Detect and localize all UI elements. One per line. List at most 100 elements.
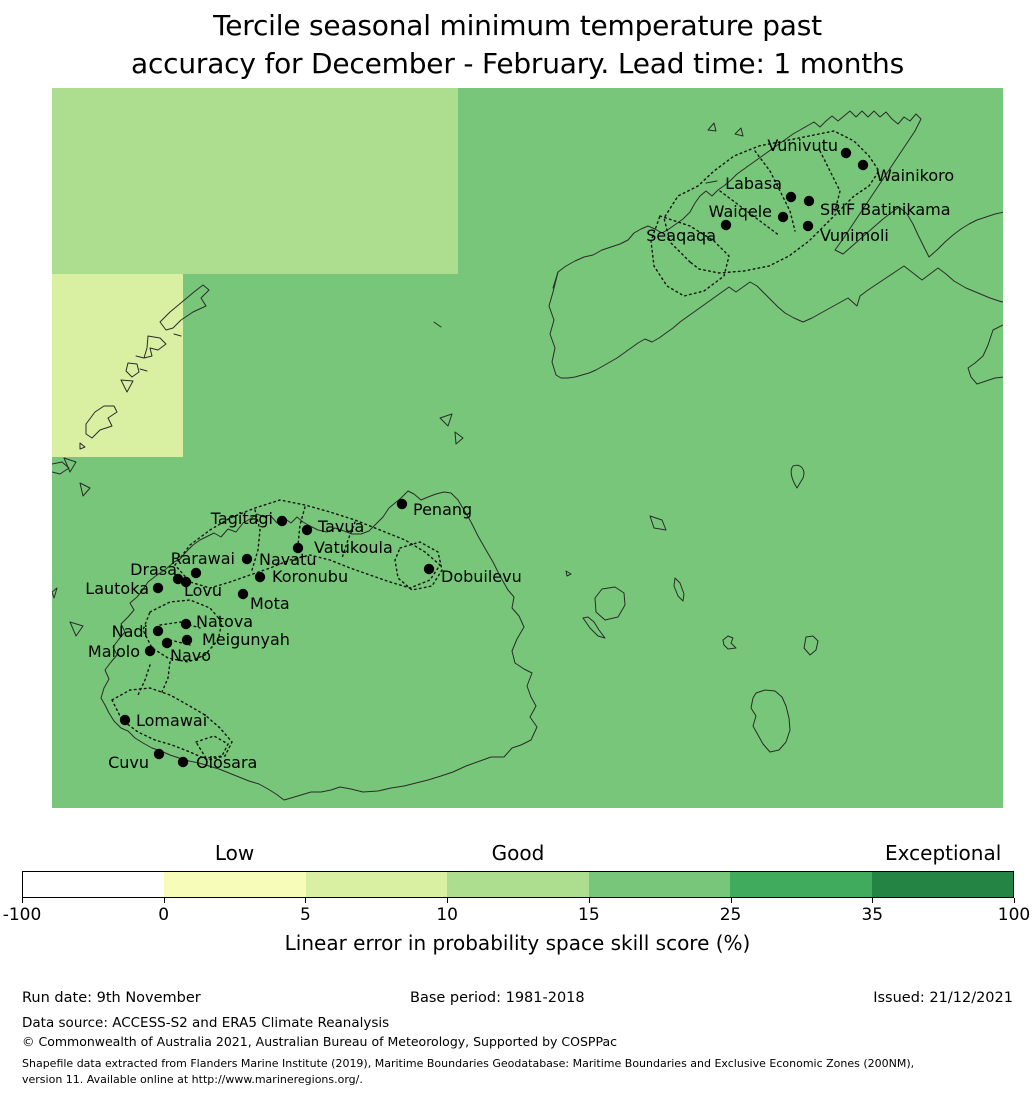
town-label: Navatu <box>259 550 316 569</box>
data-source-text: Data source: ACCESS-S2 and ERA5 Climate … <box>22 1015 390 1031</box>
town-dot <box>254 571 266 583</box>
town-label: Meigunyah <box>202 630 290 649</box>
title-line-1: Tercile seasonal minimum temperature pas… <box>213 9 822 42</box>
run-date-text: Run date: 9th November <box>22 990 201 1006</box>
shapefile-note-line-1: Shapefile data extracted from Flanders M… <box>22 1057 915 1070</box>
colorbar-tick-label: 35 <box>861 905 884 925</box>
town-dot <box>292 542 304 554</box>
islet-yasawa <box>135 355 145 359</box>
town-label: Navo <box>170 646 211 665</box>
district-boundary <box>341 521 356 559</box>
town-dot <box>857 159 869 171</box>
colorbar-track <box>22 871 1014 898</box>
skill-cell-west <box>52 274 183 457</box>
colorbar-tick-label: 5 <box>300 905 311 925</box>
figure-title: Tercile seasonal minimum temperature pas… <box>0 7 1035 83</box>
town-dot <box>803 195 815 207</box>
islet <box>790 464 805 489</box>
colorbar-tick-label: 0 <box>158 905 170 925</box>
town-dot <box>152 582 164 594</box>
district-boundary <box>754 150 796 232</box>
town-label: Waiqele <box>709 202 772 221</box>
town-label: Dobuilevu <box>441 567 522 586</box>
district-boundary <box>394 541 443 591</box>
town-label: Lautoka <box>85 579 149 598</box>
colorbar-segment <box>588 872 731 897</box>
islet-yasawa <box>143 335 167 359</box>
islet <box>439 413 453 427</box>
colorbar-tick-mark <box>22 898 23 903</box>
colorbar-tick-mark <box>730 898 732 903</box>
islet-yasawa <box>79 442 86 450</box>
town-label: Penang <box>413 500 472 519</box>
town-dot <box>180 576 192 588</box>
town-label: Drasa <box>130 560 177 579</box>
town-dot <box>720 219 732 231</box>
district-boundary <box>251 509 261 571</box>
colorbar-segment <box>305 872 448 897</box>
islet <box>454 431 464 445</box>
town-dot <box>785 191 797 203</box>
town-dot <box>301 524 313 536</box>
islet-yasawa <box>159 284 210 331</box>
town-label: Lomawai <box>136 711 207 730</box>
town-label: Lovu <box>184 581 222 600</box>
district-boundary <box>650 215 730 297</box>
district-boundary <box>663 130 880 274</box>
town-label: Nadi <box>112 622 148 641</box>
islet <box>52 461 70 475</box>
colorbar-category-label: Good <box>491 841 545 865</box>
colorbar-tick-mark <box>588 898 590 903</box>
islet <box>63 457 77 473</box>
district-boundary <box>111 687 233 761</box>
district-boundary <box>819 150 841 212</box>
skill-cell-north <box>52 88 458 274</box>
colorbar-segment <box>447 872 589 897</box>
town-markers: Vunivutu Wainikoro Labasa SRIF Batinikama Wa… <box>85 136 954 772</box>
colorbar-tick-mark <box>447 898 449 903</box>
town-dot <box>777 211 789 223</box>
issued-date-text: Issued: 21/12/2021 <box>873 990 1013 1006</box>
islet <box>649 515 667 531</box>
islet <box>705 180 718 184</box>
islet-yasawa <box>120 379 134 393</box>
islet <box>722 635 737 650</box>
colorbar-segment <box>164 872 306 897</box>
base-period-text: Base period: 1981-2018 <box>410 990 585 1006</box>
district-boundary <box>297 506 306 546</box>
colorbar-tick-mark <box>872 898 874 903</box>
town-dot <box>241 553 253 565</box>
islet <box>52 587 58 599</box>
town-dot <box>119 714 131 726</box>
islet <box>673 577 685 602</box>
town-label: Mota <box>250 594 290 613</box>
colorbar-category-label: Low <box>214 841 255 865</box>
title-line-2: accuracy for December - February. Lead t… <box>131 47 904 80</box>
islet <box>582 616 606 639</box>
fiji-skill-map: Vunivutu Wainikoro Labasa SRIF Batinikama Wa… <box>52 88 1003 808</box>
islet <box>594 586 626 621</box>
town-label: Cuvu <box>108 753 149 772</box>
islet-yasawa <box>85 405 118 439</box>
colorbar-segment <box>871 872 1013 897</box>
district-boundaries <box>111 130 880 761</box>
colorbar-tick-mark <box>163 898 165 903</box>
town-dot <box>177 756 189 768</box>
town-dot <box>423 563 435 575</box>
town-label: Tagitagi <box>210 509 273 528</box>
islet <box>565 570 572 577</box>
skill-grid-cells <box>52 88 458 457</box>
coastlines <box>52 110 1003 801</box>
islet-yasawa <box>173 333 182 337</box>
islet <box>433 321 442 328</box>
colorbar-tick-label: 25 <box>719 905 742 925</box>
town-dot <box>276 515 288 527</box>
town-label: Natova <box>196 612 253 631</box>
town-label: Wainikoro <box>876 166 954 185</box>
coastline-vanua-levu-south <box>548 265 1003 379</box>
islet <box>707 122 717 132</box>
town-dot <box>161 637 173 649</box>
colorbar-axis-label: Linear error in probability space skill … <box>284 931 751 955</box>
colorbar-category-label: Exceptional <box>885 841 1002 865</box>
